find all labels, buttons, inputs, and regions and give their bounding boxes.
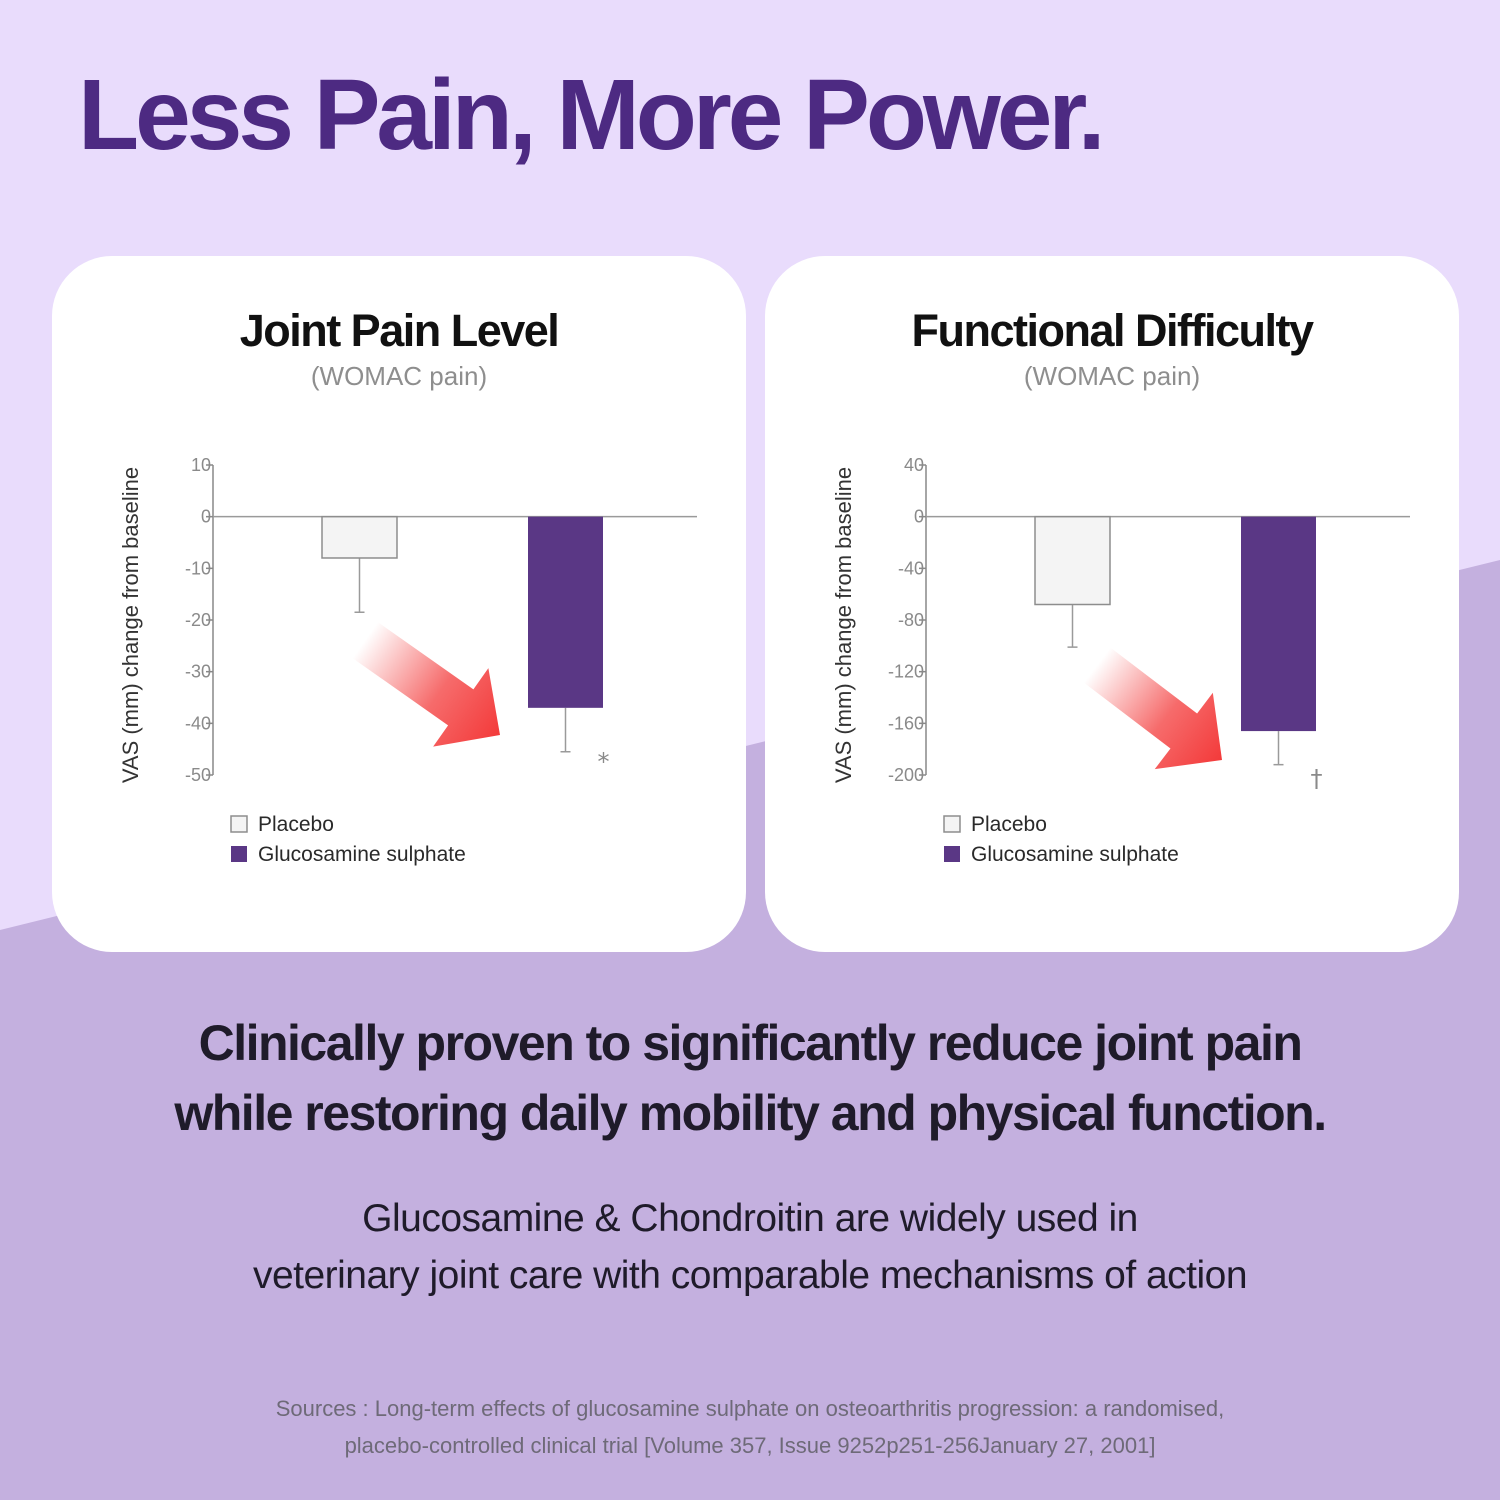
sources-line-1: Sources : Long-term effects of glucosami…: [275, 1396, 1225, 1421]
legend-swatch-placebo: [230, 815, 248, 833]
chart-card-joint-pain: [52, 256, 746, 952]
y-tick-label: 0: [914, 507, 924, 527]
supporting-text: Glucosamine & Chondroitin are widely use…: [0, 1190, 1500, 1304]
legend-swatch-placebo: [943, 815, 961, 833]
legend-swatch-glucosamine: [944, 846, 960, 862]
chart-title: Joint Pain Level: [239, 305, 560, 356]
y-tick-label: -200: [888, 765, 924, 785]
y-axis-label: VAS (mm) change from baseline: [118, 467, 143, 783]
y-tick-label: 10: [191, 455, 211, 475]
legend-label: Placebo: [258, 813, 334, 836]
y-tick-label: 0: [201, 507, 211, 527]
red-arrow: [352, 622, 501, 747]
y-tick-label: 40: [904, 455, 924, 475]
y-tick-label: -40: [185, 713, 211, 733]
headline: Less Pain, More Power.: [78, 59, 1106, 171]
bar-placebo: [321, 515, 398, 559]
y-tick-label: -80: [898, 610, 924, 630]
bar-placebo: [1034, 515, 1111, 606]
bar-glucosamine: [1241, 516, 1316, 732]
chart-title: Functional Difficulty: [911, 305, 1315, 356]
y-tick-label: -20: [185, 610, 211, 630]
legend-label: Placebo: [971, 813, 1047, 836]
legend-label: Glucosamine sulphate: [258, 843, 466, 866]
chart-card-functional-difficulty: [765, 256, 1459, 952]
supporting-line-1: Glucosamine & Chondroitin are widely use…: [362, 1197, 1138, 1240]
y-tick-label: -30: [185, 662, 211, 682]
chart-subtitle: (WOMAC pain): [310, 361, 488, 391]
red-arrow-shape: [352, 622, 501, 747]
red-arrow-shape: [1083, 647, 1223, 770]
claim-line-1: Clinically proven to significantly reduc…: [198, 1015, 1303, 1071]
chart-text-functional-difficulty: Functional Difficulty (WOMAC pain): [765, 0, 1459, 391]
chart-subtitle: (WOMAC pain): [1023, 361, 1201, 391]
y-tick-label: -120: [888, 662, 924, 682]
significance-marker: *: [598, 748, 610, 776]
chart-text-joint-pain: Joint Pain Level (WOMAC pain): [52, 0, 746, 391]
legend-swatch-glucosamine: [231, 846, 247, 862]
supporting-line-2: veterinary joint care with comparable me…: [252, 1254, 1248, 1297]
y-tick-label: -40: [898, 558, 924, 578]
bar-glucosamine: [528, 516, 603, 708]
red-arrow: [1083, 647, 1223, 770]
y-tick-label: -160: [888, 713, 924, 733]
sources-note: Sources : Long-term effects of glucosami…: [0, 1390, 1500, 1464]
claim-text: Clinically proven to significantly reduc…: [0, 1008, 1500, 1148]
legend-label: Glucosamine sulphate: [971, 843, 1179, 866]
y-tick-label: -10: [185, 558, 211, 578]
y-axis-label: VAS (mm) change from baseline: [831, 467, 856, 783]
y-tick-label: -50: [185, 765, 211, 785]
claim-line-2: while restoring daily mobility and physi…: [174, 1085, 1327, 1141]
sources-line-2: placebo-controlled clinical trial [Volum…: [344, 1433, 1156, 1458]
significance-marker: †: [1311, 765, 1323, 793]
